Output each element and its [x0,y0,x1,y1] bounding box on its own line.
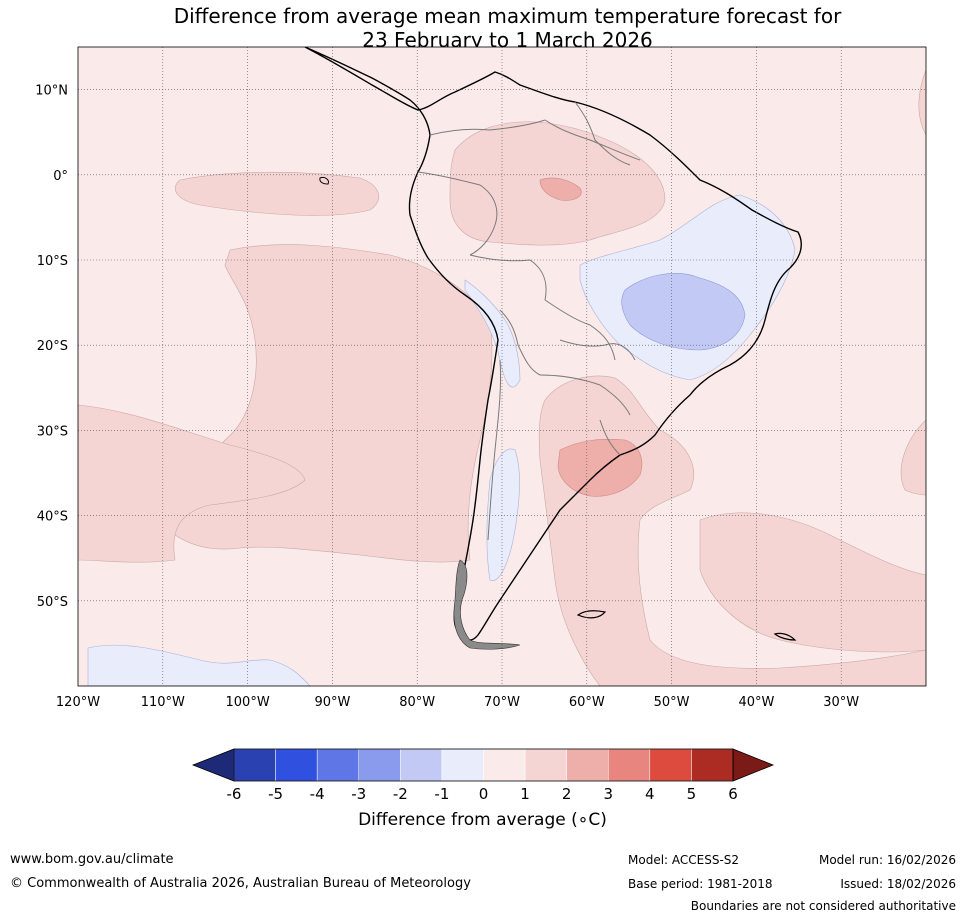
colorbar-segment [275,748,318,782]
colorbar-tick-label: -1 [434,785,449,803]
patagonia-archipelago [453,559,521,650]
lon-tick-label: 120°W [56,695,100,710]
colorbar-tick-label: -5 [268,785,283,803]
lat-tick-label: 20°S [37,339,68,354]
footer-website[interactable]: www.bom.gov.au/climate [10,852,174,867]
contour-amazon-core [539,177,582,201]
colorbar-tick-label: 6 [728,785,738,803]
latitude-labels: 10°N 0° 10°S 20°S 30°S 40°S 50°S [35,84,68,610]
footer-disclaimer: Boundaries are not considered authoritat… [690,899,956,913]
contour-pacific-west [78,404,306,563]
colorbar-segment [358,748,401,782]
south-georgia [773,632,797,641]
country-borders [417,101,641,541]
anomaly-contours [78,47,926,686]
colorbar-segment [608,748,651,782]
galapagos [319,177,329,185]
lat-tick-label: 0° [53,169,68,184]
map-frame [77,46,927,687]
lon-tick-label: 30°W [823,695,859,710]
footer-issued: Issued: 18/02/2026 [840,877,956,891]
title-line-1: Difference from average mean maximum tem… [173,4,842,28]
colorbar-tick-label: -3 [351,785,366,803]
contour-far-east [900,419,926,496]
falkland-islands [576,610,607,619]
colorbar-tick-label: 1 [520,785,530,803]
footer-copyright: © Commonwealth of Australia 2026, Austra… [10,876,471,891]
lat-tick-label: 40°S [37,510,68,525]
lon-tick-label: 70°W [484,695,520,710]
colorbar [191,748,775,782]
longitude-labels: 120°W 110°W 100°W 90°W 80°W 70°W 60°W 50°W 40°W 3… [56,695,859,710]
colorbar-tick-label: 5 [687,785,697,803]
lat-tick-label: 50°S [37,595,68,610]
contour-brazil-colder [621,273,746,351]
colorbar-segment [400,748,443,782]
coastline-south-america [304,47,802,641]
lon-tick-label: 100°W [226,695,270,710]
graticule [78,47,926,686]
colorbar-extend-low [191,748,235,782]
lon-tick-label: 80°W [399,695,435,710]
contour-andes-cool-south [486,448,520,581]
colorbar-tick-label: 2 [562,785,572,803]
colorbar-extend-high [732,748,775,782]
lon-tick-label: 50°W [654,695,690,710]
contour-southern-ocean-cool [87,644,311,686]
colorbar-segment [316,748,359,782]
colorbar-tick-label: 4 [645,785,655,803]
map-title: Difference from average mean maximum tem… [0,4,965,52]
lat-tick-label: 30°S [37,424,68,439]
colorbar-segment [566,748,609,782]
colorbar-outline [233,748,734,782]
colorbar-segment [441,748,484,782]
colorbar-ticks: -6 -5 -4 -3 -2 -1 0 1 2 3 4 5 6 [227,785,738,803]
contour-rio-de-la-plata [557,439,643,497]
lat-tick-label: 10°S [37,254,68,269]
colorbar-segment [691,748,734,782]
colorbar-tick-label: -2 [393,785,408,803]
colorbar-label: Difference from average (∘C) [358,810,607,830]
footer-model-run: Model run: 16/02/2026 [818,853,956,867]
footer-model: Model: ACCESS-S2 [628,853,740,867]
lon-tick-label: 40°W [738,695,774,710]
colorbar-tick-label: -6 [227,785,242,803]
footer-base-period: Base period: 1981-2018 [628,877,773,891]
colorbar-segment [233,748,276,782]
colorbar-segment [649,748,692,782]
colorbar-tick-label: 3 [603,785,613,803]
lat-tick-label: 10°N [35,84,68,99]
colorbar-tick-label: -4 [310,785,325,803]
colorbar-tick-label: 0 [479,785,489,803]
lon-tick-label: 60°W [569,695,605,710]
lon-tick-label: 110°W [141,695,185,710]
colorbar-segment [524,748,567,782]
lon-tick-label: 90°W [314,695,350,710]
colorbar-segment [483,748,526,782]
